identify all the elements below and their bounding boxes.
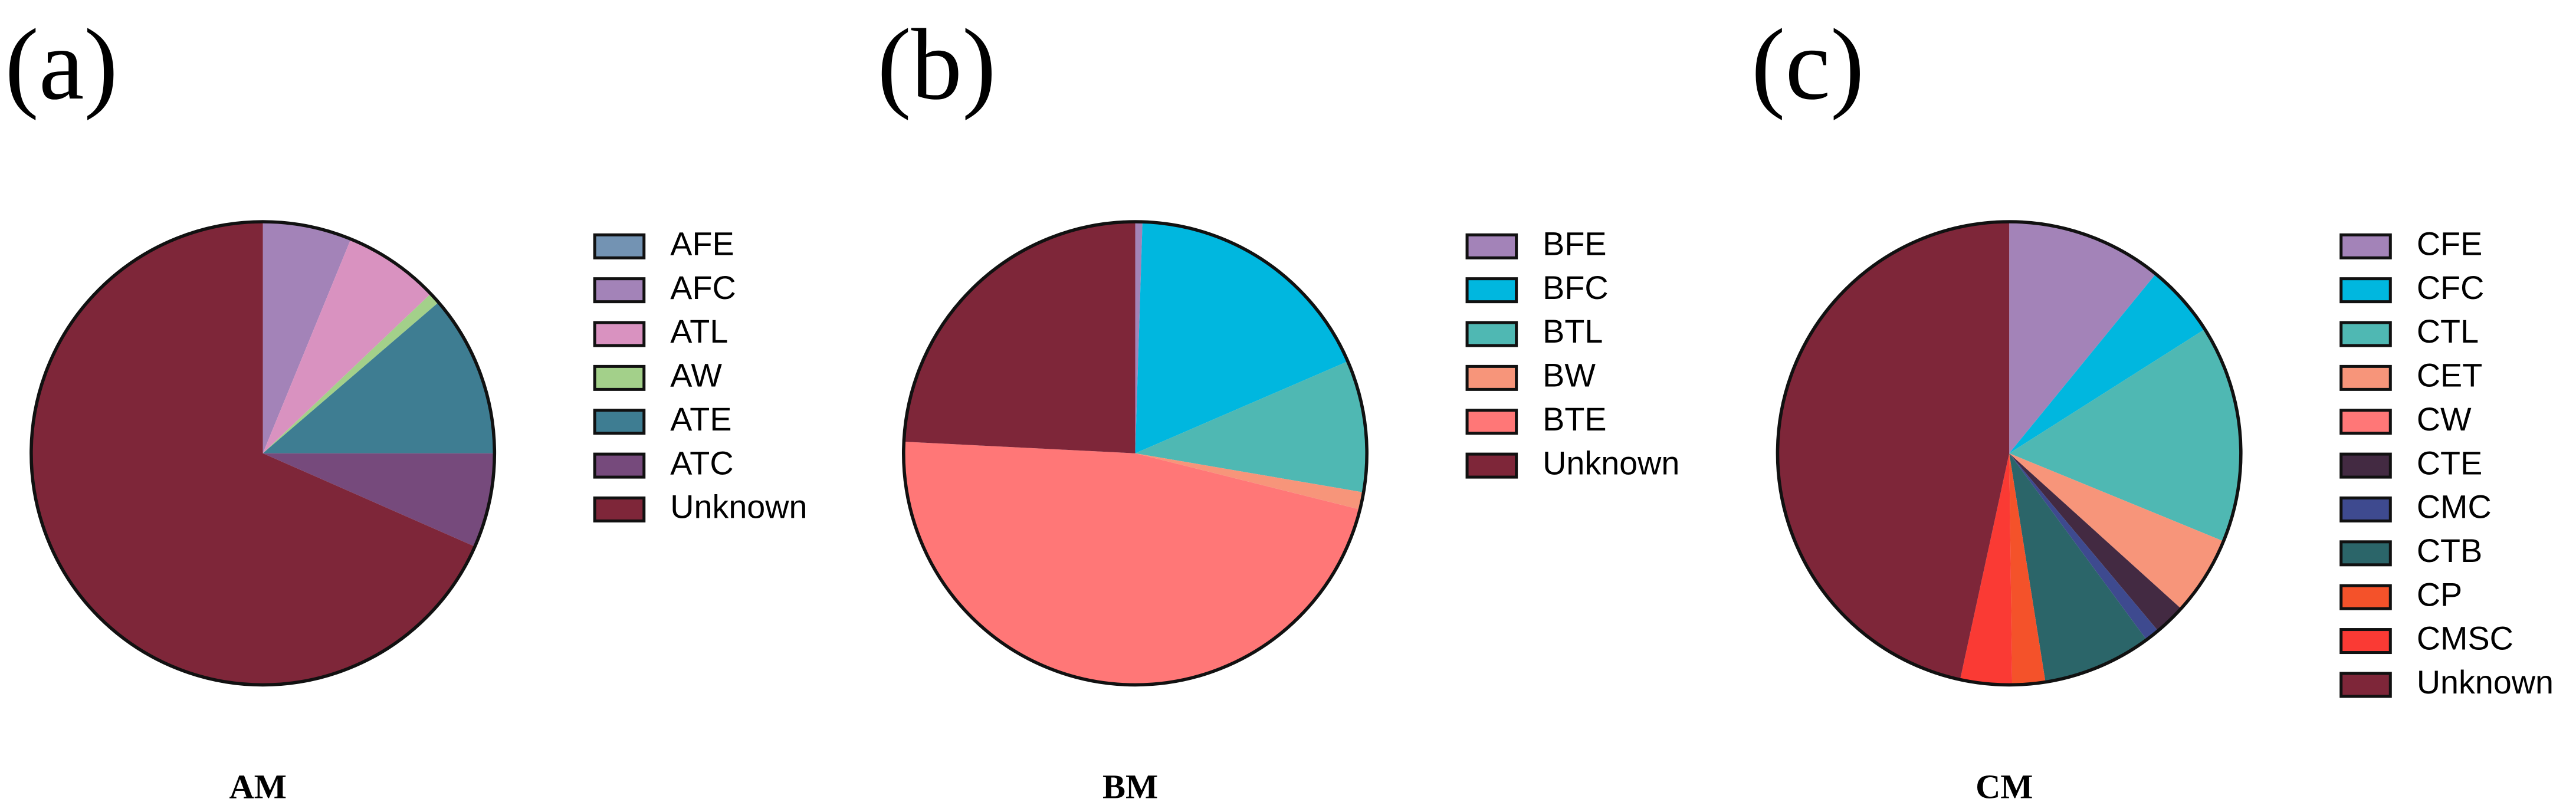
pie-outline [29, 220, 497, 687]
pie-slice [262, 239, 431, 453]
chart-title: AM [229, 768, 287, 806]
pie-slice [2009, 329, 2241, 541]
panel-label: (b) [877, 8, 996, 121]
legend-swatch [2339, 496, 2392, 522]
pie-outline [902, 220, 1369, 687]
legend-label: CTE [2417, 445, 2482, 481]
legend-swatch [2339, 364, 2392, 391]
pie-slice [262, 294, 439, 453]
pie-slice [2009, 453, 2224, 609]
legend-label: Unknown [2417, 664, 2554, 701]
pie-slice [1135, 453, 1364, 509]
panel-label: (a) [5, 8, 118, 121]
legend-swatch [2339, 628, 2392, 655]
legend-label: CMC [2417, 489, 2492, 525]
legend-swatch [593, 409, 646, 435]
legend-swatch [2339, 321, 2392, 347]
pie-slice [1777, 222, 2010, 680]
pie-outline [1776, 220, 2243, 687]
legend-swatch [1465, 321, 1518, 347]
legend-label: CTL [2417, 313, 2479, 350]
legend-swatch [1465, 452, 1518, 479]
legend-label: BTE [1543, 401, 1606, 438]
chart-title: BM [1102, 768, 1158, 806]
legend-swatch [2339, 540, 2392, 567]
pie-slice [2009, 222, 2156, 453]
legend-swatch [2339, 672, 2392, 698]
legend-label: AW [670, 357, 722, 394]
legend-swatch [2339, 409, 2392, 435]
legend-swatch [1465, 233, 1518, 259]
legend-label: CTB [2417, 532, 2482, 569]
pie-slice [904, 222, 1136, 453]
legend-label: ATL [670, 313, 728, 350]
pie-slice [2009, 453, 2158, 640]
legend-swatch [593, 452, 646, 479]
legend-label: CW [2417, 401, 2472, 438]
pie-slice [2009, 453, 2147, 682]
legend-label: AFE [670, 226, 734, 262]
panel-label: (c) [1751, 8, 1865, 121]
legend-swatch [593, 277, 646, 304]
pie-slice [903, 441, 1360, 685]
legend-label: ATC [670, 445, 733, 481]
legend-swatch [593, 496, 646, 522]
legend-swatch [2339, 277, 2392, 304]
pie-slice [1135, 222, 1143, 453]
legend-label: AFC [670, 269, 736, 306]
legend-label: BFC [1543, 269, 1608, 306]
legend-swatch [1465, 409, 1518, 435]
pie-slice [2009, 453, 2046, 685]
legend-label: CMSC [2417, 620, 2513, 657]
legend-label: ATE [670, 401, 731, 438]
pie-slice [2009, 274, 2205, 453]
pie-slice [262, 222, 351, 453]
legend-label: BTL [1543, 313, 1603, 350]
legend-swatch [1465, 277, 1518, 304]
chart-title: CM [1976, 768, 2033, 806]
pie-slice [262, 453, 495, 547]
legend-label: BFE [1543, 226, 1606, 262]
pie-slice [2009, 453, 2181, 631]
legend-label: BW [1543, 357, 1596, 394]
legend-label: CFC [2417, 269, 2484, 306]
pie-slice [1135, 361, 1367, 493]
legend-swatch [593, 233, 646, 259]
legend-label: Unknown [670, 489, 807, 525]
pie-slice [1960, 453, 2013, 685]
legend-swatch [2339, 584, 2392, 610]
legend-label: CP [2417, 576, 2462, 613]
legend-label: CFE [2417, 226, 2482, 262]
legend-swatch [2339, 233, 2392, 259]
pie-slice [1135, 222, 1348, 453]
legend-label: CET [2417, 357, 2482, 394]
pie-slice [31, 222, 475, 685]
legend-swatch [593, 321, 646, 347]
legend-swatch [1465, 364, 1518, 391]
legend-swatch [2339, 452, 2392, 479]
legend-swatch [593, 364, 646, 391]
legend-label: Unknown [1543, 445, 1679, 481]
pie-slice [262, 302, 495, 453]
